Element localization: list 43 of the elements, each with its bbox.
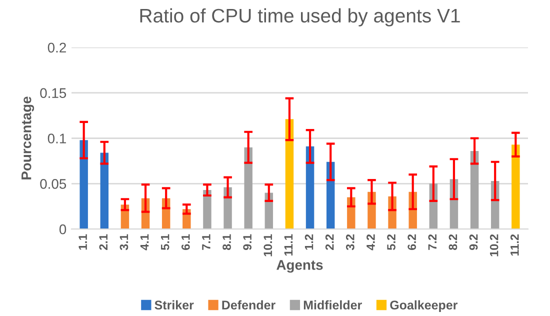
x-tick-label: 9.2 — [469, 234, 478, 250]
x-tick-label: 2.1 — [99, 234, 108, 250]
bar — [80, 140, 88, 230]
bar — [306, 146, 314, 230]
x-tick-label: 4.1 — [140, 234, 149, 250]
y-tick-label: 0.1 — [48, 134, 66, 144]
bar — [100, 152, 109, 230]
x-tick-label: 8.1 — [222, 234, 231, 250]
x-tick-label: 10.2 — [490, 234, 498, 256]
x-tick-label: 11.1 — [284, 234, 293, 256]
bar — [203, 190, 212, 230]
x-tick-label: 1.1 — [78, 234, 87, 250]
y-tick-label: 0.05 — [40, 179, 66, 189]
bar — [470, 150, 479, 230]
x-tick-label: 4.2 — [366, 234, 375, 250]
x-tick-label: 8.2 — [448, 234, 458, 250]
y-axis-title: Pourcentage — [22, 96, 34, 180]
x-tick-label: 5.1 — [161, 234, 170, 250]
bar — [326, 162, 335, 230]
x-tick-label: 1.2 — [304, 234, 314, 250]
y-tick-label: 0.15 — [40, 88, 66, 98]
legend-label: Defender — [222, 300, 276, 310]
bar — [512, 144, 520, 230]
x-axis-title: Agents — [276, 260, 323, 273]
y-tick-label: 0.2 — [48, 42, 66, 53]
legend-label: Midfielder — [304, 300, 362, 310]
chart-title: Ratio of CPU time used by agents V1 — [140, 8, 460, 26]
y-tick-label: 0 — [59, 224, 66, 234]
legend-label: Striker — [154, 300, 194, 310]
x-tick-label: 3.2 — [346, 234, 354, 250]
x-tick-label: 7.2 — [428, 234, 436, 250]
legend-label: Goalkeeper — [390, 300, 458, 312]
x-tick-label: 10.1 — [264, 234, 272, 256]
bar — [244, 147, 252, 230]
x-tick-label: 9.1 — [243, 234, 252, 250]
x-tick-label: 11.2 — [510, 234, 519, 256]
x-tick-label: 6.1 — [181, 234, 190, 250]
x-tick-label: 3.1 — [120, 234, 128, 250]
bar — [285, 119, 294, 230]
x-tick-label: 7.1 — [202, 234, 210, 250]
x-tick-label: 2.2 — [325, 234, 334, 250]
x-tick-label: 5.2 — [387, 234, 396, 250]
x-tick-label: 6.2 — [408, 234, 416, 250]
